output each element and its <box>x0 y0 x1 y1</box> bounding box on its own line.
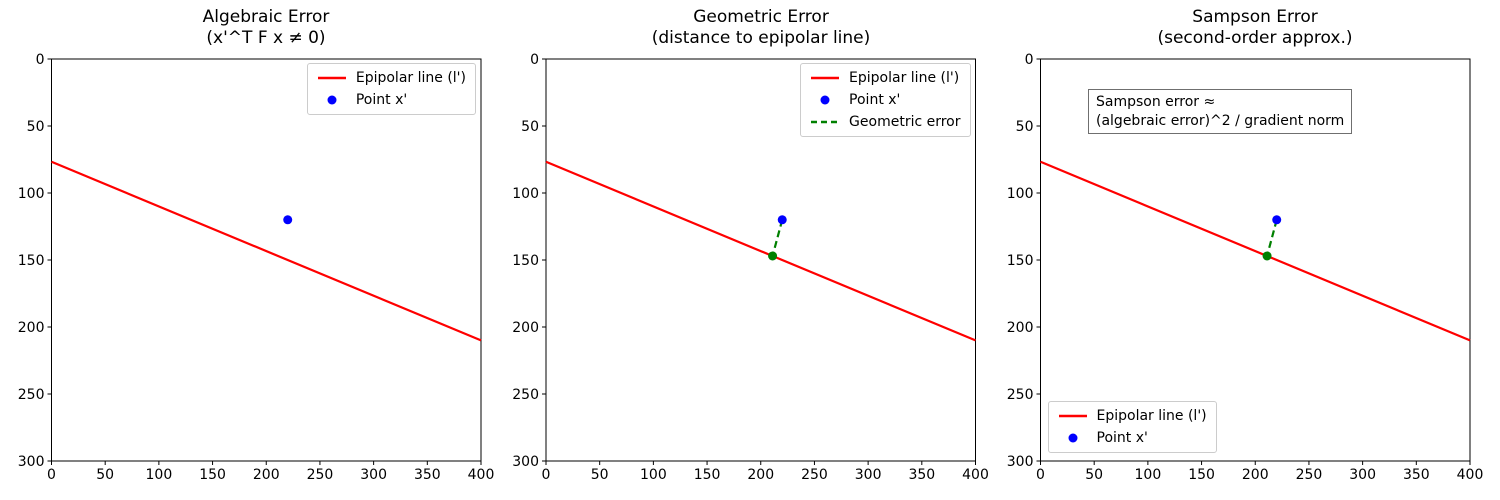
subplot-algebraic-title: Algebraic Error (x'^T F x ≠ 0) <box>51 7 481 49</box>
legend-line-sample <box>811 76 840 80</box>
y-tick-label: 100 <box>18 186 45 202</box>
x-tick-label: 50 <box>591 467 609 483</box>
x-tick-label: 150 <box>694 467 721 483</box>
y-tick-label: 250 <box>18 387 45 403</box>
x-tick-label: 300 <box>855 467 882 483</box>
x-tick-label: 250 <box>307 467 334 483</box>
x-tick-label: 50 <box>1085 467 1103 483</box>
y-tick-label: 150 <box>1007 253 1034 269</box>
y-tick-label: 200 <box>18 320 45 336</box>
title-line-1: Geometric Error <box>693 7 829 27</box>
title-line-2: (distance to epipolar line) <box>651 28 871 48</box>
legend-sampson: Epipolar line (l') Point x' <box>1047 401 1217 453</box>
legend-entry: Point x' <box>810 89 960 111</box>
y-tick-label: 50 <box>521 119 539 135</box>
annotation-line-2: (algebraic error)^2 / gradient norm <box>1096 112 1345 129</box>
y-tick-label: 150 <box>512 253 539 269</box>
x-tick-label: 350 <box>908 467 935 483</box>
y-tick-label: 250 <box>512 387 539 403</box>
x-tick-label: 0 <box>1036 467 1045 483</box>
x-tick-label: 350 <box>414 467 441 483</box>
y-tick-label: 250 <box>1007 387 1034 403</box>
sampson-annotation-box: Sampson error ≈ (algebraic error)^2 / gr… <box>1088 89 1353 134</box>
x-tick-label: 50 <box>96 467 114 483</box>
title-line-2: (second-order approx.) <box>1157 28 1353 48</box>
y-tick-label: 0 <box>530 52 539 68</box>
legend-marker-sample <box>1068 433 1077 443</box>
y-tick-label: 200 <box>1007 320 1034 336</box>
title-line-1: Algebraic Error <box>202 7 330 27</box>
x-tick-label: 200 <box>253 467 280 483</box>
axes-frame <box>51 58 482 462</box>
legend-label: Epipolar line (l') <box>1096 408 1207 424</box>
x-tick-label: 350 <box>1403 467 1430 483</box>
epipolar-line <box>1040 160 1471 342</box>
legend-line-sample <box>1058 414 1087 418</box>
legend-label: Point x' <box>849 92 901 108</box>
x-tick-label: 150 <box>1188 467 1215 483</box>
x-tick-label: 150 <box>199 467 226 483</box>
x-tick-label: 200 <box>1242 467 1269 483</box>
x-tick-label: 300 <box>1349 467 1376 483</box>
closest-point-marker <box>768 251 778 261</box>
y-tick-label: 0 <box>36 52 45 68</box>
legend-line-sample <box>811 120 840 124</box>
legend-geometric: Epipolar line (l') Point x' Geometric erro… <box>800 63 971 137</box>
legend-marker-sample <box>327 95 337 105</box>
y-tick-label: 200 <box>512 320 539 336</box>
x-tick-label: 0 <box>542 467 551 483</box>
y-tick-label: 300 <box>512 454 539 470</box>
x-tick-label: 400 <box>962 467 989 483</box>
subplot-sampson-title: Sampson Error (second-order approx.) <box>1040 7 1470 49</box>
legend-label: Point x' <box>355 92 408 108</box>
title-line-2: (x'^T F x ≠ 0) <box>206 28 326 48</box>
subplot-geometric-title: Geometric Error (distance to epipolar li… <box>546 7 976 49</box>
geometric-error-segment <box>771 219 784 257</box>
closest-point-marker <box>1262 251 1272 261</box>
point-x-prime <box>283 215 293 225</box>
epipolar-line <box>545 160 976 342</box>
x-tick-label: 250 <box>801 467 828 483</box>
legend-entry: Epipolar line (l') <box>1058 405 1207 427</box>
x-tick-label: 300 <box>360 467 387 483</box>
y-tick-label: 100 <box>1007 186 1034 202</box>
legend-entry: Geometric error <box>810 111 961 133</box>
y-tick-label: 50 <box>1016 119 1034 135</box>
x-tick-label: 200 <box>747 467 774 483</box>
y-tick-label: 100 <box>512 186 539 202</box>
x-tick-label: 0 <box>47 467 56 483</box>
annotation-line-1: Sampson error ≈ <box>1096 94 1216 110</box>
y-tick-label: 300 <box>1007 454 1034 470</box>
x-tick-label: 100 <box>146 467 173 483</box>
legend-entry: Point x' <box>1058 427 1207 449</box>
legend-line-sample <box>317 76 346 80</box>
point-x-prime <box>1272 215 1282 225</box>
legend-label: Epipolar line (l') <box>355 70 466 86</box>
legend-entry: Point x' <box>317 89 466 111</box>
y-tick-label: 0 <box>1025 52 1034 68</box>
point-x-prime <box>777 215 787 225</box>
y-tick-label: 150 <box>18 253 45 269</box>
title-line-1: Sampson Error <box>1192 7 1318 27</box>
epipolar-line <box>51 160 482 342</box>
legend-algebraic: Epipolar line (l') Point x' <box>306 63 476 115</box>
legend-entry: Epipolar line (l') <box>810 67 960 89</box>
y-tick-label: 50 <box>27 119 45 135</box>
x-tick-label: 400 <box>1457 467 1484 483</box>
y-tick-label: 300 <box>18 454 45 470</box>
geometric-error-segment <box>1265 219 1278 257</box>
legend-label: Epipolar line (l') <box>849 70 960 86</box>
x-tick-label: 400 <box>468 467 495 483</box>
x-tick-label: 250 <box>1296 467 1323 483</box>
x-tick-label: 100 <box>1135 467 1162 483</box>
legend-label: Geometric error <box>849 114 961 130</box>
x-tick-label: 100 <box>640 467 667 483</box>
legend-label: Point x' <box>1096 430 1148 446</box>
legend-marker-sample <box>820 95 830 105</box>
legend-entry: Epipolar line (l') <box>317 67 466 89</box>
